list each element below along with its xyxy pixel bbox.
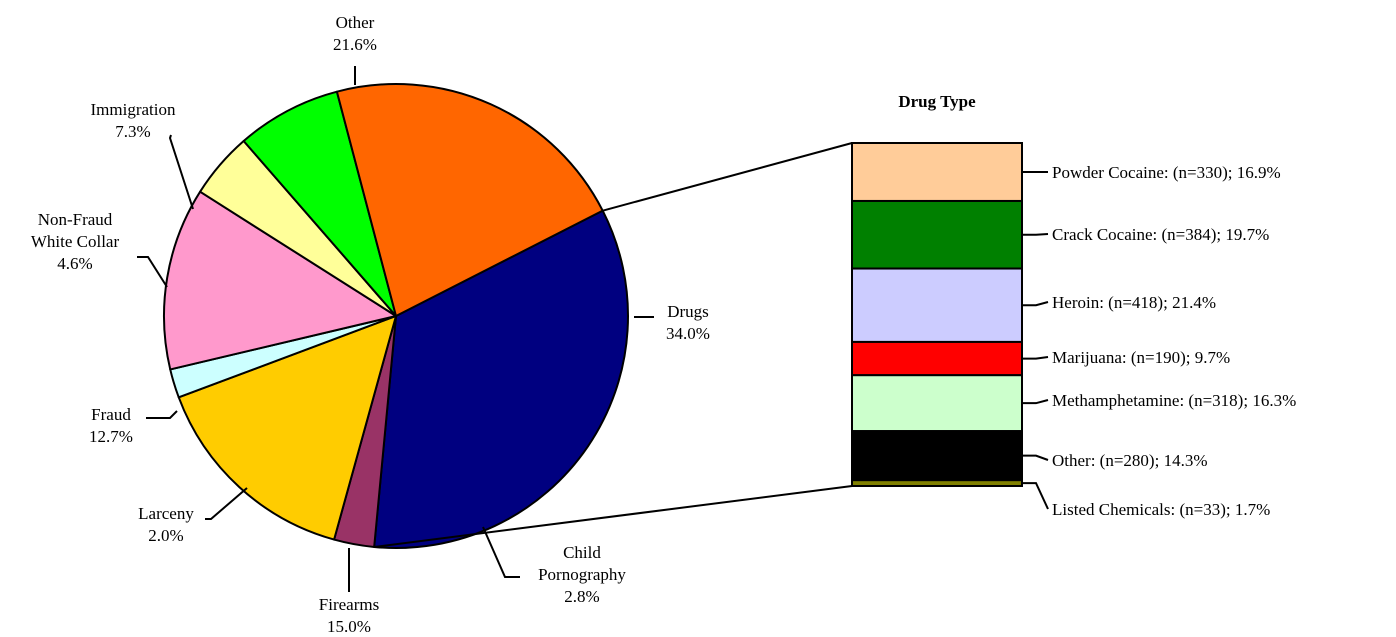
bar-label-powder-cocaine: Powder Cocaine: (n=330); 16.9% [1052, 163, 1281, 182]
leader-line-larceny [205, 487, 248, 520]
leader-line-immigration [168, 134, 194, 210]
bar-label-heroin: Heroin: (n=418); 21.4% [1052, 293, 1216, 312]
slice-label-other: Other 21.6% [333, 13, 377, 54]
bar-label-other: Other: (n=280); 14.3% [1052, 451, 1207, 470]
bar-segment-methamphetamine [851, 374, 1023, 433]
slice-label-immigration: Immigration 7.3% [91, 100, 176, 141]
slice-label-fraud: Fraud 12.7% [89, 405, 133, 446]
bar-segment-heroin [851, 267, 1023, 343]
bar-segment-marijuana [851, 340, 1023, 377]
leader-line-fraud [146, 410, 178, 419]
bar-label-methamphetamine: Methamphetamine: (n=318); 16.3% [1052, 391, 1296, 410]
bar-segment-other [851, 430, 1023, 482]
slice-label-child-pornography: Child Pornography 2.8% [538, 543, 626, 606]
pie-slice-other [335, 83, 604, 317]
bar-leader-methamphetamine [1022, 399, 1049, 405]
slice-label-non-fraud-white-collar: Non-Fraud White Collar 4.6% [31, 210, 120, 273]
bar-label-listed-chemicals: Listed Chemicals: (n=33); 1.7% [1052, 500, 1270, 519]
pie-chart: Drugs 34.0% Child Pornography 2.8% Firearms 15… [31, 13, 710, 636]
pie-to-bar-connectors [374, 142, 853, 548]
slice-label-drugs: Drugs 34.0% [666, 302, 710, 343]
bar-leader-crack-cocaine [1022, 233, 1049, 236]
bar-label-marijuana: Marijuana: (n=190); 9.7% [1052, 348, 1230, 367]
bar-chart-title: Drug Type [898, 92, 976, 111]
pie-slice-immigration [242, 90, 397, 317]
bar-leader-marijuana [1022, 356, 1049, 360]
stacked-bar-chart: Drug Type Powder Cocaine: (n=330); 16.9% C… [851, 92, 1296, 519]
pie-slice-firearms [177, 315, 397, 541]
bar-leader-heroin [1022, 301, 1049, 307]
slice-label-firearms: Firearms 15.0% [319, 595, 379, 636]
bar-segment-listed-chemicals [851, 479, 1023, 488]
bar-leader-listed-chemicals [1022, 482, 1049, 510]
pie-slice-fraud [163, 190, 397, 371]
bar-segment-powder-cocaine [851, 142, 1023, 202]
bar-leader-other [1022, 454, 1049, 461]
slice-label-larceny: Larceny 2.0% [138, 504, 194, 545]
bar-segment-crack-cocaine [851, 199, 1023, 270]
connector-bottom [374, 485, 853, 548]
leader-line-child-pornography [482, 526, 520, 578]
bar-label-crack-cocaine: Crack Cocaine: (n=384); 19.7% [1052, 225, 1269, 244]
leader-line-non-fraud-white-collar [137, 256, 168, 288]
connector-top [602, 142, 853, 212]
